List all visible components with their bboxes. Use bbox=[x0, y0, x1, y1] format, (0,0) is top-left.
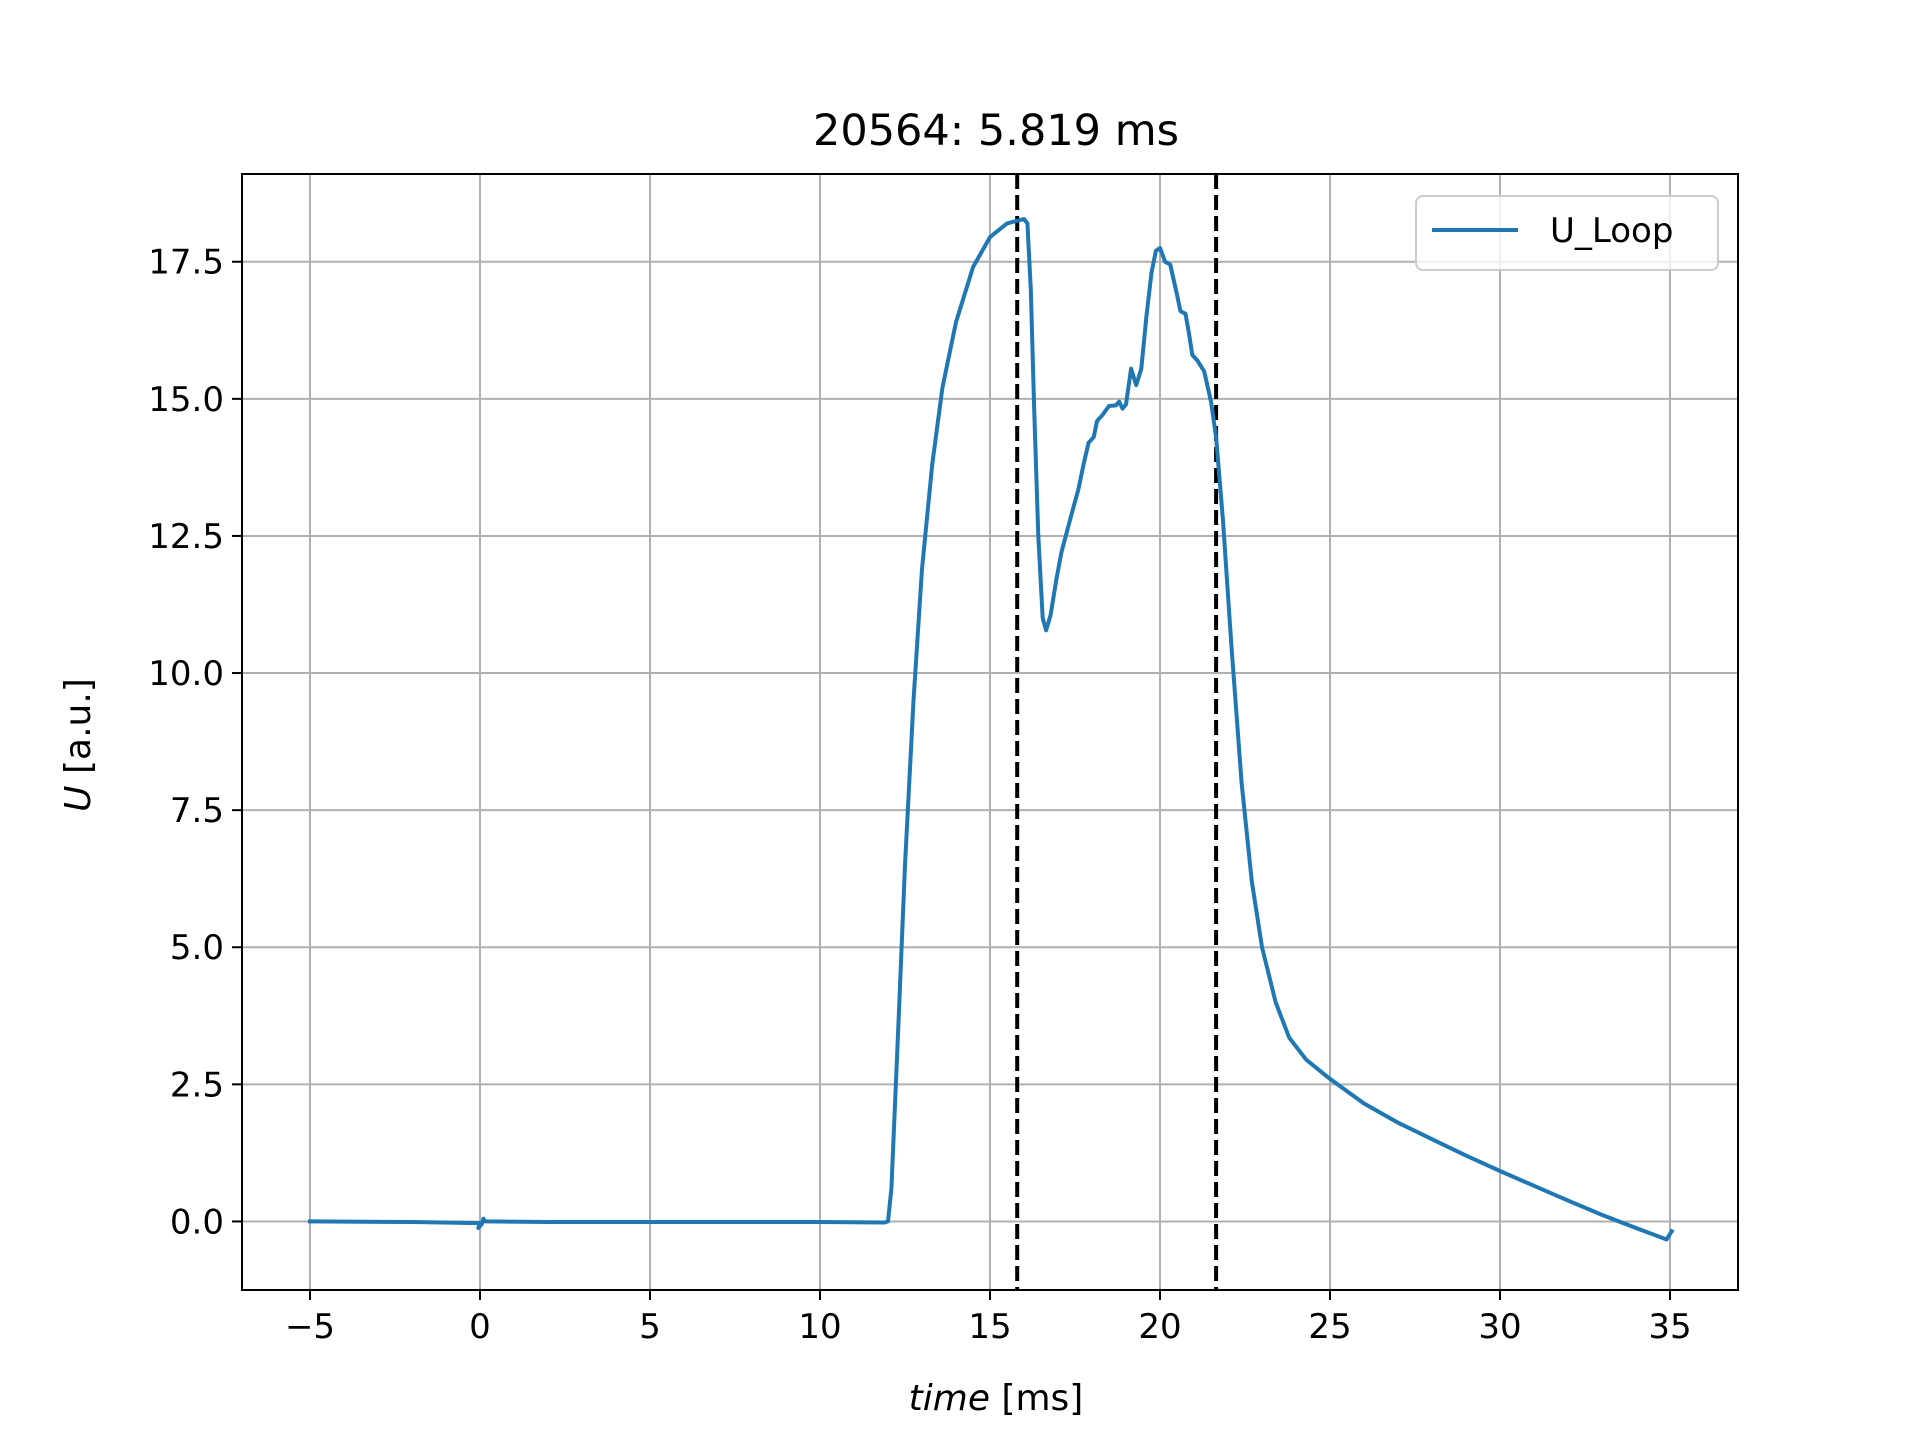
legend: U_Loop bbox=[1415, 195, 1719, 271]
x-ticks: −5 0 5 10 15 20 25 30 35 bbox=[285, 1290, 1692, 1347]
y-axis-unit: [a.u.] bbox=[58, 678, 99, 785]
y-axis-label: U [a.u.] bbox=[58, 678, 99, 812]
x-tick-label: −5 bbox=[285, 1307, 335, 1347]
y-tick-label: 5.0 bbox=[170, 928, 224, 968]
x-axis-variable: time bbox=[909, 1378, 990, 1419]
chart-title: 20564: 5.819 ms bbox=[813, 106, 1179, 156]
x-tick-label: 25 bbox=[1308, 1307, 1351, 1347]
y-tick-label: 15.0 bbox=[148, 380, 224, 420]
legend-box bbox=[1415, 195, 1719, 271]
y-tick-label: 7.5 bbox=[170, 791, 224, 831]
y-tick-label: 2.5 bbox=[170, 1065, 224, 1105]
y-tick-label: 12.5 bbox=[148, 517, 224, 557]
x-tick-label: 20 bbox=[1138, 1307, 1181, 1347]
y-tick-label: 0.0 bbox=[170, 1202, 224, 1242]
y-axis-variable: U bbox=[58, 785, 99, 811]
vertical-markers bbox=[1015, 174, 1219, 1290]
grid bbox=[242, 174, 1738, 1290]
x-tick-label: 30 bbox=[1478, 1307, 1521, 1347]
series-line-u-loop bbox=[307, 217, 1675, 1242]
x-axis-label: time [ms] bbox=[909, 1378, 1084, 1419]
x-tick-label: 5 bbox=[639, 1307, 661, 1347]
x-tick-label: 15 bbox=[968, 1307, 1011, 1347]
x-tick-label: 0 bbox=[469, 1307, 491, 1347]
series-layer bbox=[307, 217, 1675, 1242]
y-tick-label: 10.0 bbox=[148, 654, 224, 694]
x-tick-label: 10 bbox=[798, 1307, 841, 1347]
y-tick-label: 17.5 bbox=[148, 243, 224, 283]
legend-label-u-loop: U_Loop bbox=[1550, 211, 1673, 251]
y-ticks: 0.0 2.5 5.0 7.5 10.0 12.5 15.0 17.5 bbox=[148, 243, 242, 1242]
x-axis-unit: [ms] bbox=[990, 1378, 1083, 1419]
x-tick-label: 35 bbox=[1648, 1307, 1691, 1347]
